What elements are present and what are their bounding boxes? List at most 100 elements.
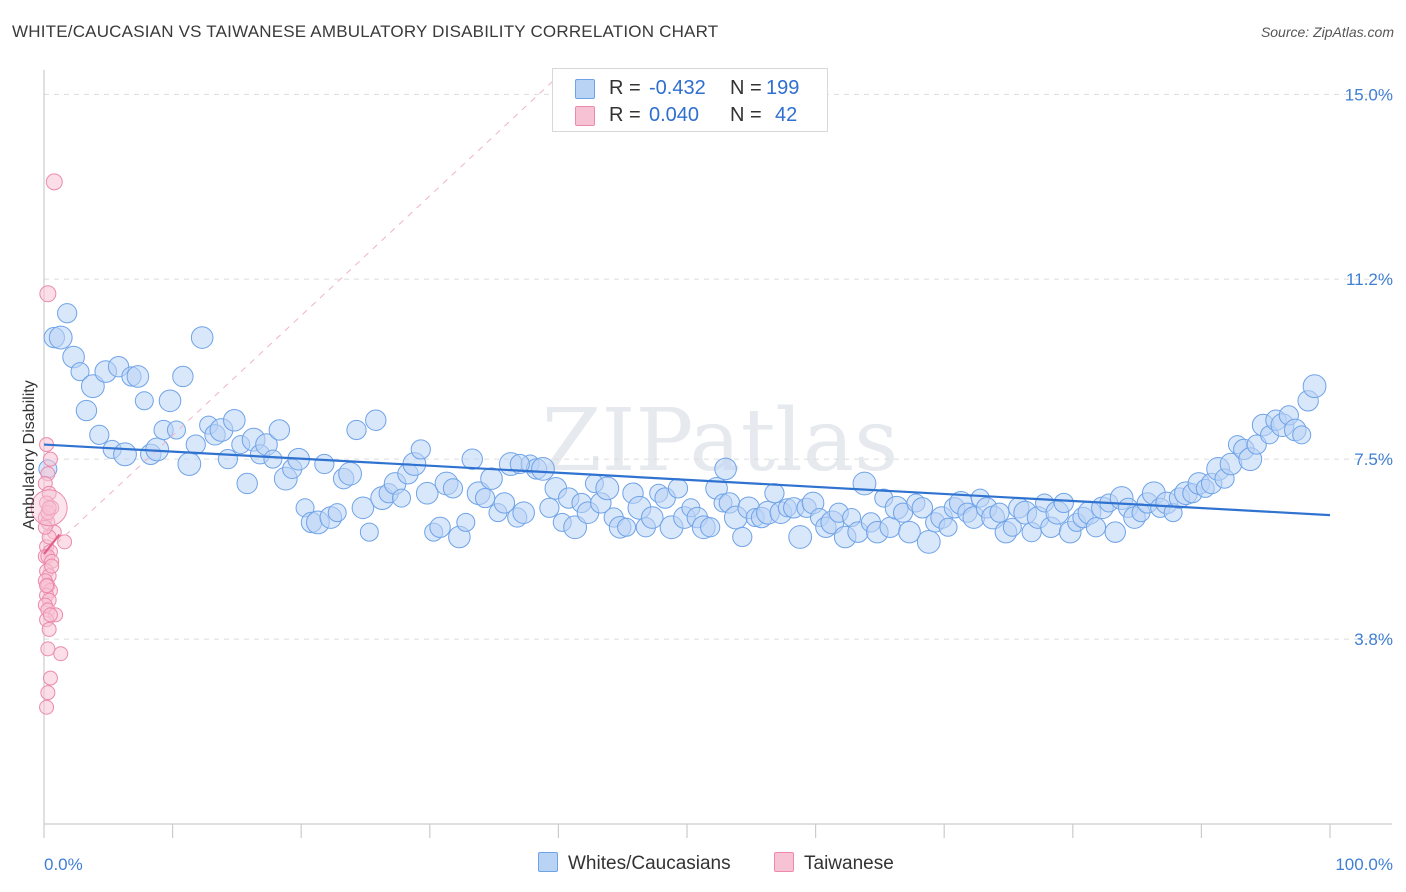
- data-point-taiwanese: [40, 641, 56, 657]
- bottom-legend-label: Taiwanese: [804, 853, 894, 874]
- data-point-whites: [134, 391, 154, 411]
- data-point-whites: [359, 522, 379, 542]
- data-point-whites: [410, 439, 431, 460]
- data-point-whites: [1292, 425, 1312, 445]
- data-point-whites: [512, 501, 535, 524]
- data-point-whites: [714, 457, 737, 481]
- data-point-whites: [268, 419, 291, 441]
- data-point-whites: [346, 419, 367, 441]
- y-axis-label: Ambulatory Disability: [21, 380, 38, 529]
- data-point-whites: [493, 492, 516, 514]
- data-point-whites: [80, 374, 105, 399]
- chart-title: WHITE/CAUCASIAN VS TAIWANESE AMBULATORY …: [12, 22, 719, 41]
- data-point-whites: [166, 420, 186, 440]
- data-point-taiwanese: [42, 607, 58, 623]
- data-point-whites: [113, 442, 137, 467]
- data-point-whites: [57, 303, 78, 324]
- legend-r-label: R =: [609, 104, 641, 126]
- data-point-whites: [351, 496, 375, 520]
- data-point-whites: [667, 478, 689, 499]
- data-point-whites: [365, 409, 387, 431]
- data-point-taiwanese: [39, 285, 57, 303]
- reference-diagonal-line: [47, 69, 566, 552]
- data-point-taiwanese: [40, 685, 56, 701]
- data-point-taiwanese: [30, 489, 68, 527]
- data-point-whites: [314, 453, 335, 475]
- data-point-whites: [700, 517, 721, 538]
- bottom-legend-whites: Whites/Caucasians: [538, 852, 731, 875]
- data-point-whites: [89, 424, 110, 445]
- x-tick-label-min: 0.0%: [44, 855, 83, 874]
- data-point-whites: [70, 362, 90, 382]
- data-point-whites: [75, 399, 98, 422]
- bottom-legend-swatch-pink: [774, 852, 794, 872]
- data-point-taiwanese: [41, 621, 57, 637]
- data-point-whites: [1302, 374, 1327, 399]
- data-point-whites: [263, 449, 283, 469]
- data-point-whites: [911, 497, 934, 519]
- legend-n-label: N =: [730, 77, 762, 99]
- data-point-whites: [1053, 492, 1074, 514]
- data-point-whites: [1104, 521, 1126, 543]
- legend-row-taiwanese: R = 0.040 N = 42: [553, 102, 827, 128]
- data-point-whites: [916, 529, 941, 554]
- trend-lines: [43, 69, 1331, 555]
- series-taiwanese-points: [30, 173, 73, 715]
- legend-swatch-blue: [575, 79, 595, 99]
- data-point-whites: [640, 506, 664, 529]
- data-point-whites: [595, 476, 620, 501]
- bottom-legend-swatch-blue: [538, 852, 558, 872]
- legend: R = -0.432 N = 199 R = 0.040 N = 42: [552, 68, 828, 132]
- data-point-whites: [474, 487, 496, 509]
- y-tick-label: 15.0%: [1345, 85, 1393, 104]
- data-point-whites: [788, 525, 813, 549]
- data-point-whites: [989, 502, 1010, 523]
- data-point-whites: [563, 515, 588, 540]
- legend-row-whites: R = -0.432 N = 199: [553, 75, 827, 101]
- data-point-whites: [764, 483, 785, 504]
- data-point-whites: [338, 461, 362, 486]
- data-point-whites: [172, 365, 194, 388]
- trend-line-taiwanese: [43, 533, 61, 555]
- bottom-legend-label: Whites/Caucasians: [568, 853, 731, 874]
- trend-line-whites: [43, 443, 1331, 517]
- data-point-taiwanese: [44, 558, 60, 574]
- data-point-whites: [480, 467, 503, 490]
- legend-n-label: N =: [730, 104, 762, 126]
- data-point-whites: [531, 456, 555, 481]
- data-point-whites: [456, 512, 476, 532]
- source-label: Source: ZipAtlas.com: [1260, 24, 1394, 40]
- data-point-taiwanese: [42, 451, 58, 467]
- data-point-whites: [539, 497, 560, 518]
- data-point-whites: [732, 526, 753, 548]
- data-point-whites: [415, 481, 439, 505]
- data-point-taiwanese: [57, 534, 73, 550]
- data-point-whites: [938, 517, 958, 537]
- data-point-taiwanese: [39, 699, 55, 715]
- data-point-whites: [1085, 517, 1107, 538]
- series-whites-points: [38, 303, 1327, 554]
- legend-r-value: -0.432: [649, 77, 706, 99]
- data-point-whites: [509, 453, 530, 475]
- data-point-taiwanese: [41, 500, 57, 516]
- data-point-whites: [852, 471, 877, 496]
- legend-r-label: R =: [609, 77, 641, 99]
- x-tick-label-max: 100.0%: [1335, 855, 1393, 874]
- data-point-whites: [617, 517, 637, 537]
- data-point-taiwanese: [53, 646, 69, 662]
- data-point-taiwanese: [42, 670, 58, 686]
- legend-n-value: 199: [766, 77, 800, 99]
- data-point-whites: [898, 520, 921, 544]
- data-point-whites: [217, 449, 238, 470]
- data-point-whites: [442, 478, 464, 499]
- data-point-whites: [236, 472, 258, 495]
- data-point-whites: [1002, 517, 1022, 537]
- legend-swatch-pink: [575, 106, 595, 126]
- legend-r-value: 0.040: [649, 104, 700, 126]
- y-tick-label: 7.5%: [1354, 450, 1393, 469]
- data-point-whites: [429, 516, 451, 538]
- data-point-whites: [177, 452, 202, 476]
- data-point-whites: [190, 326, 214, 349]
- data-point-whites: [223, 408, 246, 432]
